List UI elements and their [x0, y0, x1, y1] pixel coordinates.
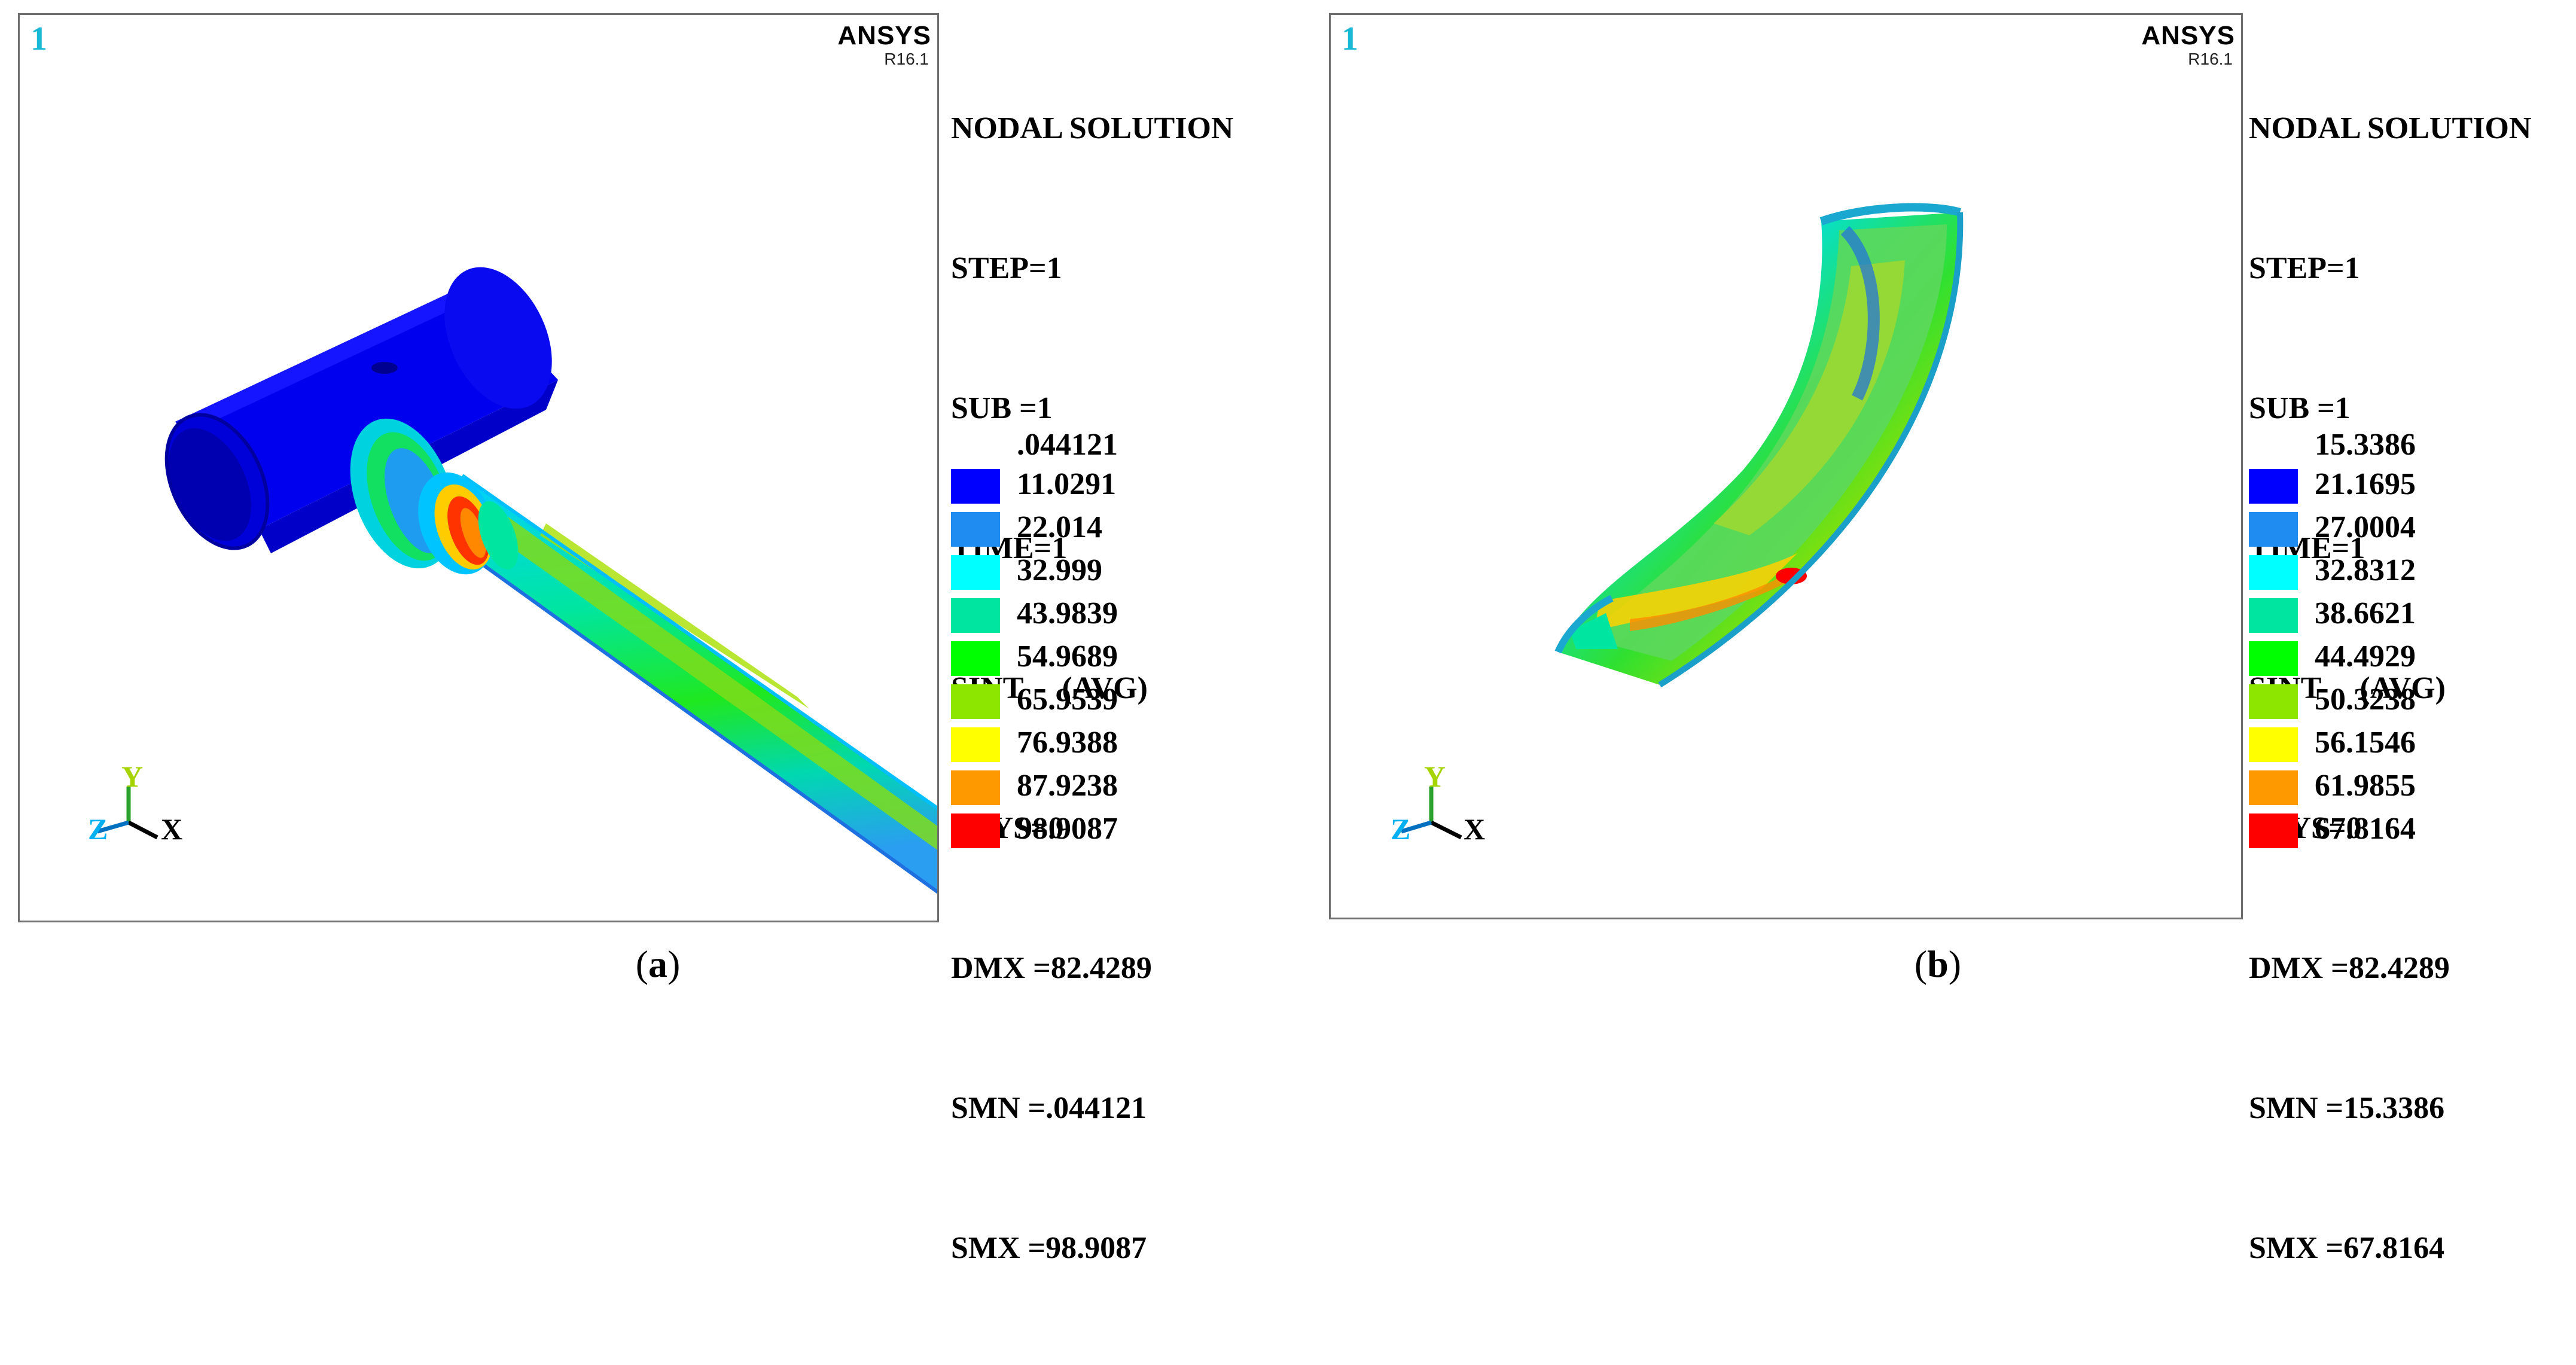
legend-swatch: [2249, 770, 2298, 805]
legend-value: 32.999: [1017, 553, 1102, 587]
legend-swatch: [951, 555, 1000, 590]
junction-hotspot: [350, 418, 519, 575]
caption-a: (a): [568, 942, 748, 986]
caption-close: ): [667, 943, 681, 985]
info-line: DMX =82.4289: [951, 951, 1152, 985]
legend-value: 32.8312: [2315, 553, 2416, 587]
window-number-a: 1: [31, 20, 47, 57]
legend-value: 98.9087: [1017, 812, 1118, 846]
info-line: NODAL SOLUTION: [951, 111, 1234, 145]
legend-value: 67.8164: [2315, 812, 2416, 846]
elbow-pipe: [1554, 203, 1964, 688]
caption-b: (b): [1848, 942, 2028, 986]
legend-value: 56.1546: [2315, 726, 2416, 760]
info-line: STEP=1: [951, 251, 1062, 285]
legend-swatch: [2249, 598, 2298, 633]
caption-open: (: [635, 943, 648, 985]
contour-legend-a: .044121 11.0291 22.014 32.999 43.9839 54…: [951, 428, 1250, 885]
graphics-viewport-a: Y Z X 1 ANSYS R16.1: [18, 13, 939, 922]
model-render-b: Y Z X: [1391, 203, 1964, 846]
info-line: SMN =15.3386: [2249, 1091, 2445, 1125]
legend-swatch: [951, 641, 1000, 676]
caption-open: (: [1914, 943, 1928, 985]
legend-swatch: [2249, 469, 2298, 504]
legend-value: 61.9855: [2315, 769, 2416, 803]
caption-letter: a: [648, 943, 667, 985]
legend-value: 21.1695: [2315, 467, 2416, 501]
legend-swatch: [951, 598, 1000, 633]
info-line: STEP=1: [2249, 251, 2360, 285]
info-line: NODAL SOLUTION: [2249, 111, 2532, 145]
info-line: SMX =98.9087: [951, 1231, 1147, 1265]
legend-swatch: [2249, 555, 2298, 590]
caption-close: ): [1948, 943, 1962, 985]
legend-value: 22.014: [1017, 510, 1102, 544]
axis-y-label: Y: [121, 760, 143, 793]
legend-swatch: [2249, 684, 2298, 719]
ansys-brand-a: ANSYS: [837, 21, 931, 50]
legend-swatch: [951, 770, 1000, 805]
legend-min-value: 15.3386: [2315, 428, 2416, 462]
legend-swatch: [2249, 727, 2298, 762]
legend-swatch: [951, 469, 1000, 504]
legend-value: 27.0004: [2315, 510, 2416, 544]
graphics-viewport-b: Y Z X 1 ANSYS R16.1: [1329, 13, 2243, 919]
info-line: SMN =.044121: [951, 1091, 1147, 1125]
axis-x-label: X: [161, 812, 182, 846]
axis-triad-a: Y Z X: [88, 760, 182, 846]
model-render-a: Y Z X: [88, 267, 937, 894]
legend-swatch: [951, 684, 1000, 719]
legend-value: 50.3238: [2315, 682, 2416, 717]
legend-swatch: [951, 727, 1000, 762]
main-pipe: [164, 267, 558, 553]
legend-value: 54.9689: [1017, 639, 1118, 674]
info-line: SUB =1: [951, 391, 1053, 425]
legend-value: 38.6621: [2315, 596, 2416, 630]
legend-min-value: .044121: [1017, 428, 1118, 462]
info-line: DMX =82.4289: [2249, 951, 2450, 985]
legend-swatch: [951, 813, 1000, 848]
legend-swatch: [2249, 512, 2298, 547]
legend-swatch: [951, 512, 1000, 547]
legend-value: 44.4929: [2315, 639, 2416, 674]
axis-z-label: Z: [1391, 812, 1410, 846]
contour-legend-b: 15.3386 21.1695 27.0004 32.8312 38.6621 …: [2249, 428, 2548, 885]
info-line: SMX =67.8164: [2249, 1231, 2445, 1265]
axis-x-label: X: [1464, 812, 1485, 846]
legend-swatch: [2249, 813, 2298, 848]
window-number-b: 1: [1342, 20, 1358, 57]
legend-value: 43.9839: [1017, 596, 1118, 630]
caption-letter: b: [1927, 943, 1949, 985]
ansys-release-b: R16.1: [2188, 50, 2233, 68]
axis-z-label: Z: [88, 812, 108, 846]
legend-swatch: [2249, 641, 2298, 676]
legend-value: 11.0291: [1017, 467, 1117, 501]
info-line: SUB =1: [2249, 391, 2351, 425]
legend-value: 65.9539: [1017, 682, 1118, 717]
axis-triad-b: Y Z X: [1391, 760, 1485, 846]
legend-value: 87.9238: [1017, 769, 1118, 803]
axis-y-label: Y: [1424, 760, 1446, 793]
ansys-brand-b: ANSYS: [2141, 21, 2235, 50]
branch-pipe: [449, 474, 937, 894]
ansys-release-a: R16.1: [884, 50, 929, 68]
legend-value: 76.9388: [1017, 726, 1118, 760]
